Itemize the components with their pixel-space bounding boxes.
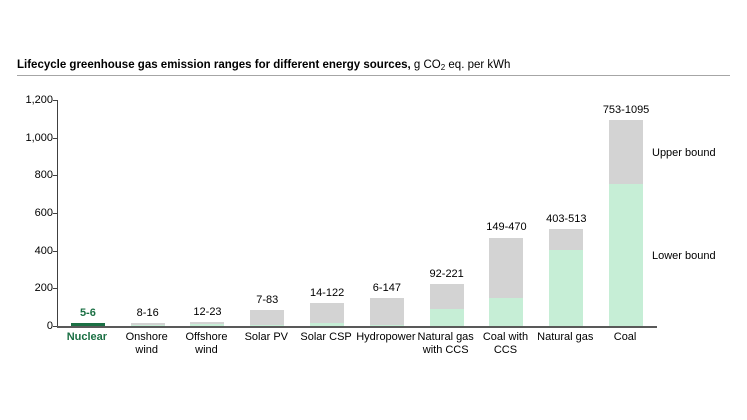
x-axis-category-label: Nuclear <box>66 331 108 343</box>
bar-lower-bound-segment <box>190 323 225 326</box>
bar <box>310 303 345 326</box>
bar <box>549 229 584 326</box>
bar-lower-bound-segment <box>369 324 404 326</box>
y-tick-mark <box>53 213 57 214</box>
bar <box>190 321 225 326</box>
bar-value-label: 14-122 <box>309 287 345 300</box>
bar-lower-bound-segment <box>70 323 105 326</box>
chart-title-main: Lifecycle greenhouse gas emission ranges… <box>17 59 411 71</box>
bar-group: 7-83 <box>237 100 297 326</box>
bar <box>429 284 464 326</box>
y-tick-mark <box>53 100 57 101</box>
x-axis-line <box>57 326 657 328</box>
bar-lower-bound-segment <box>250 324 285 326</box>
bar-value-label: 7-83 <box>256 294 279 307</box>
bar-group: 92-221 <box>417 100 477 326</box>
x-axis-category-label: Natural gas with CCS <box>417 331 474 356</box>
bar-group: 5-6 <box>58 100 118 326</box>
x-axis-category-label: Natural gas <box>537 331 594 343</box>
bar-value-label: 753-1095 <box>602 103 650 116</box>
y-tick-label: 1,000 <box>25 131 53 144</box>
bar-value-label: 403-513 <box>546 213 587 226</box>
bar-lower-bound-segment <box>310 323 345 326</box>
x-axis-category-label: Coal <box>613 331 637 343</box>
bar-value-label: 12-23 <box>193 305 222 318</box>
bar <box>489 237 524 326</box>
y-axis-labels: 1,200 1,000 800 600 400 200 0 <box>17 94 53 332</box>
bar <box>609 119 644 326</box>
bar <box>369 298 404 326</box>
bar-upper-bound-segment <box>130 323 165 325</box>
bar-upper-bound-segment <box>250 310 285 325</box>
chart-area: 1,200 1,000 800 600 400 200 0 5-6 8-16 12-23 7-83… <box>17 94 730 390</box>
x-axis-category-label: Offshore wind <box>185 331 228 356</box>
plot-area: 5-6 8-16 12-23 7-83 14-122 6-147 92-221 149-470… <box>57 100 656 326</box>
bar-value-label: 6-147 <box>372 282 401 295</box>
bar-upper-bound-segment <box>369 298 404 325</box>
y-tick-mark <box>53 175 57 177</box>
y-tick-label: 800 <box>34 169 53 182</box>
bar-group: 8-16 <box>118 100 178 326</box>
bar-lower-bound-segment <box>429 308 464 326</box>
bar <box>70 323 105 326</box>
y-tick-label: 1,200 <box>25 94 53 106</box>
chart-title-unit-subscript: 2 <box>440 63 446 72</box>
bar <box>250 310 285 326</box>
upper-bound-annotation: Upper bound <box>652 147 716 159</box>
bar-group: 14-122 <box>297 100 357 326</box>
bar <box>130 323 165 326</box>
y-tick-mark <box>53 288 57 290</box>
bar-upper-bound-segment <box>310 303 345 324</box>
y-tick-mark <box>53 250 57 252</box>
x-axis-category-label: Coal with CCS <box>482 331 529 356</box>
x-axis-category-label: Hydropower <box>356 331 416 343</box>
lower-bound-annotation: Lower bound <box>652 250 716 262</box>
y-tick-label: 400 <box>34 244 53 257</box>
title-underline <box>17 75 730 76</box>
bar-lower-bound-segment <box>489 297 524 326</box>
bar-group: 12-23 <box>178 100 238 326</box>
x-axis-category-label: Solar CSP <box>300 331 352 343</box>
y-tick-label: 0 <box>46 320 53 332</box>
y-tick-label: 200 <box>34 282 53 295</box>
bar-value-label: 92-221 <box>429 268 464 281</box>
chart-title-unit-suffix: eq. per kWh <box>445 59 511 71</box>
y-tick-mark <box>53 137 57 139</box>
bar-upper-bound-segment <box>190 321 225 324</box>
x-axis-category-label: Onshore wind <box>125 331 168 356</box>
bar-group: 403-513 <box>536 100 596 326</box>
bar-upper-bound-segment <box>609 119 644 185</box>
bar-group: 149-470 <box>477 100 537 326</box>
x-axis-labels: Nuclear Onshore wind Offshore wind Solar PV So… <box>57 331 655 357</box>
chart-title: Lifecycle greenhouse gas emission ranges… <box>17 58 730 75</box>
y-tick-mark <box>53 326 57 327</box>
bar-upper-bound-segment <box>489 237 524 298</box>
y-tick-label: 600 <box>34 207 53 219</box>
bar-value-label: 5-6 <box>79 307 96 319</box>
bar-upper-bound-segment <box>549 229 584 251</box>
bar-group: 6-147 <box>357 100 417 326</box>
bar-upper-bound-segment <box>429 284 464 309</box>
bar-value-label: 149-470 <box>486 221 527 234</box>
bar-lower-bound-segment <box>609 184 644 326</box>
bar-lower-bound-segment <box>549 250 584 326</box>
chart-title-unit-prefix: g CO <box>410 59 441 71</box>
x-axis-category-label: Solar PV <box>244 331 288 343</box>
bar-value-label: 8-16 <box>136 307 159 319</box>
bar-lower-bound-segment <box>130 324 165 326</box>
bar-group: 753-1095 <box>596 100 656 326</box>
